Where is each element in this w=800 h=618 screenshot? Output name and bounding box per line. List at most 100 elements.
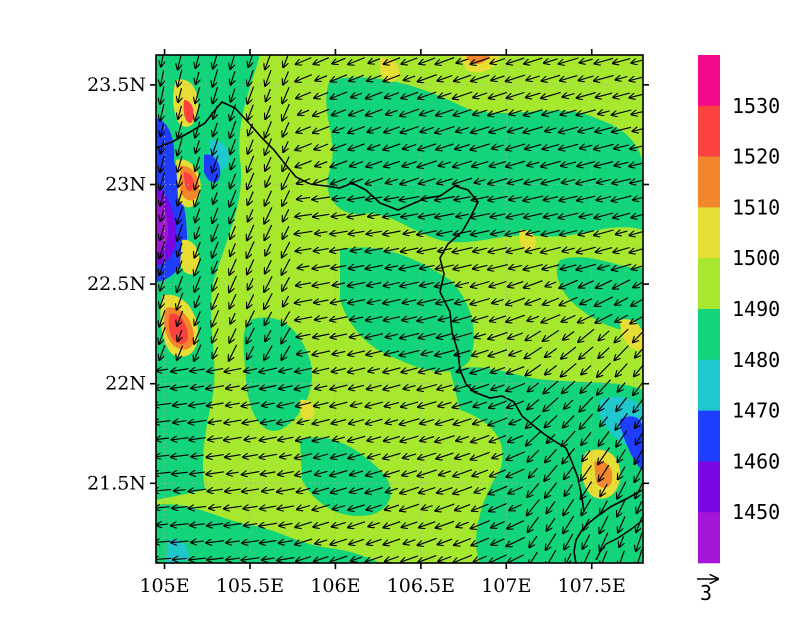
wind-vector <box>560 229 578 236</box>
wind-vector <box>489 502 507 512</box>
wind-vector <box>506 297 526 305</box>
fill-1480-1490 <box>450 367 643 563</box>
wind-vector <box>594 161 614 167</box>
wind-vector <box>562 380 576 393</box>
wind-vector <box>282 241 291 258</box>
wind-vector <box>471 280 490 288</box>
wind-vector <box>225 489 241 491</box>
wind-vector <box>635 481 643 499</box>
wind-vector <box>315 162 328 167</box>
wind-vector <box>637 501 642 514</box>
wind-vector <box>544 59 558 63</box>
wind-vector <box>452 247 473 253</box>
wind-vector <box>171 386 189 389</box>
wind-vector <box>366 108 383 115</box>
wind-vector <box>177 121 183 138</box>
wind-vector <box>562 430 576 446</box>
wind-vector <box>471 537 490 546</box>
wind-vector <box>618 550 625 563</box>
wind-vector <box>330 317 348 321</box>
wind-vector <box>283 209 290 222</box>
wind-vector <box>546 501 556 514</box>
wind-vector <box>582 534 591 550</box>
wind-vector <box>177 190 183 206</box>
wind-vector <box>600 532 609 552</box>
wind-vector <box>436 108 454 116</box>
wind-vector <box>598 397 610 411</box>
wind-vector <box>615 363 628 377</box>
wind-vector <box>594 229 614 235</box>
wind-vector <box>613 92 630 97</box>
wind-vector <box>383 452 401 458</box>
wind-vector <box>582 549 591 563</box>
wind-vector <box>489 126 507 132</box>
wind-vector <box>366 504 382 510</box>
lon-label: 106.5E <box>387 575 455 597</box>
wind-vector <box>296 334 311 337</box>
wind-vector <box>190 524 205 526</box>
wind-vector <box>419 177 436 184</box>
wind-vector <box>508 126 524 132</box>
wind-vector <box>581 365 592 375</box>
wind-vector <box>581 465 592 480</box>
wind-vector <box>488 177 508 184</box>
wind-vector <box>597 379 612 395</box>
wind-vector <box>600 483 608 496</box>
wind-vector <box>260 386 277 390</box>
wind-vector <box>212 155 219 172</box>
lat-label: 22.5N <box>87 273 146 295</box>
wind-vector <box>349 334 364 337</box>
wind-vector <box>312 418 330 424</box>
wind-vector <box>365 555 383 562</box>
wind-vector <box>313 521 330 527</box>
wind-vector <box>348 367 366 372</box>
wind-vector <box>195 140 199 154</box>
wind-vector <box>229 258 237 275</box>
wind-vector <box>492 300 504 304</box>
wind-vector <box>453 160 473 167</box>
wind-vector <box>384 126 400 133</box>
wind-vector <box>529 535 538 548</box>
wind-vector <box>488 485 508 494</box>
wind-vector <box>295 470 312 476</box>
fill-1480-1490 <box>556 257 643 331</box>
wind-vector <box>365 334 384 338</box>
wind-vector <box>190 369 205 371</box>
wind-vector <box>400 108 420 116</box>
wind-vector <box>635 347 643 358</box>
wind-vector <box>453 418 472 425</box>
wind-vector <box>365 401 383 407</box>
wind-vector <box>399 418 420 425</box>
wind-vector <box>472 160 489 167</box>
wind-vector <box>244 438 257 440</box>
wind-vector <box>295 74 313 82</box>
wind-vector <box>248 139 254 154</box>
wind-vector <box>508 332 524 339</box>
wind-vector <box>264 311 273 326</box>
wind-vector <box>242 489 260 492</box>
wind-vector <box>490 315 507 321</box>
wind-vector <box>229 293 237 309</box>
wind-vector <box>617 449 626 463</box>
wind-vector <box>435 281 455 287</box>
wind-vector <box>564 484 573 496</box>
wind-vector <box>265 69 272 86</box>
wind-vector <box>507 554 524 563</box>
wind-vector <box>453 91 473 99</box>
wind-vector <box>613 246 630 253</box>
wind-vector <box>348 57 366 65</box>
wind-vector <box>230 312 235 324</box>
wind-vector <box>471 197 489 201</box>
wind-vector <box>178 175 182 187</box>
wind-vector <box>471 74 490 81</box>
wind-vector <box>330 91 348 99</box>
wind-vector <box>212 292 220 309</box>
wind-vector <box>384 504 400 510</box>
fill-1520-1530 <box>183 100 194 124</box>
colorbar-level-label: 1500 <box>732 246 780 270</box>
wind-vector <box>473 418 488 424</box>
wind-vector <box>629 162 643 167</box>
wind-vector <box>470 520 490 529</box>
wind-vector <box>262 489 275 491</box>
